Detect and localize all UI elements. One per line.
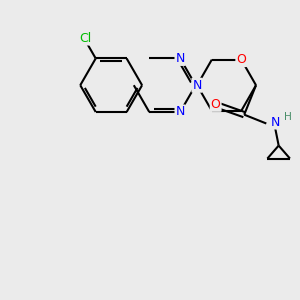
Text: N: N <box>176 106 185 118</box>
Text: O: O <box>236 53 246 66</box>
Text: H: H <box>284 112 291 122</box>
Text: Cl: Cl <box>79 32 92 44</box>
Text: N: N <box>176 52 185 65</box>
Text: N: N <box>271 116 280 128</box>
Text: N: N <box>192 79 202 92</box>
Text: O: O <box>211 98 220 111</box>
